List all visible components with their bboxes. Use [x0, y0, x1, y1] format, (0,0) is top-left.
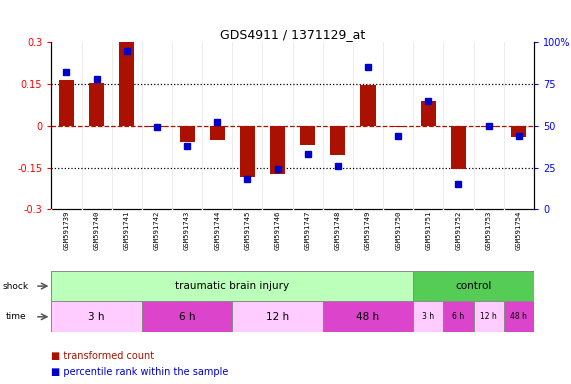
- Text: 48 h: 48 h: [356, 312, 380, 322]
- Text: GSM591749: GSM591749: [365, 211, 371, 250]
- Text: shock: shock: [3, 281, 29, 291]
- Text: time: time: [6, 312, 26, 321]
- Text: GSM591750: GSM591750: [395, 211, 401, 250]
- Bar: [331, 126, 345, 155]
- Bar: [51, 271, 413, 301]
- Text: GSM591743: GSM591743: [184, 211, 190, 250]
- Text: 6 h: 6 h: [179, 312, 195, 322]
- Text: ■ percentile rank within the sample: ■ percentile rank within the sample: [51, 367, 229, 377]
- Text: GSM591753: GSM591753: [486, 211, 492, 250]
- Bar: [413, 301, 444, 332]
- Bar: [51, 301, 142, 332]
- Text: GSM591747: GSM591747: [305, 211, 311, 250]
- Text: GSM591752: GSM591752: [456, 211, 461, 250]
- Text: 3 h: 3 h: [89, 312, 105, 322]
- Bar: [179, 126, 195, 142]
- Text: ■ transformed count: ■ transformed count: [51, 351, 155, 361]
- Bar: [300, 126, 315, 145]
- Bar: [391, 126, 406, 127]
- Title: GDS4911 / 1371129_at: GDS4911 / 1371129_at: [220, 28, 365, 41]
- Bar: [413, 271, 534, 301]
- Bar: [451, 126, 466, 169]
- Text: GSM591754: GSM591754: [516, 211, 522, 250]
- Bar: [210, 126, 225, 140]
- Text: GSM591745: GSM591745: [244, 211, 251, 250]
- Bar: [473, 301, 504, 332]
- Text: 12 h: 12 h: [480, 312, 497, 321]
- Text: 3 h: 3 h: [423, 312, 435, 321]
- Bar: [240, 126, 255, 177]
- Bar: [360, 85, 376, 126]
- Text: control: control: [456, 281, 492, 291]
- Bar: [89, 83, 104, 126]
- Bar: [511, 126, 526, 137]
- Text: GSM591741: GSM591741: [124, 211, 130, 250]
- Text: 6 h: 6 h: [452, 312, 465, 321]
- Bar: [323, 301, 413, 332]
- Bar: [270, 126, 285, 174]
- Text: GSM591740: GSM591740: [94, 211, 99, 250]
- Text: GSM591748: GSM591748: [335, 211, 341, 250]
- Bar: [59, 80, 74, 126]
- Bar: [481, 126, 496, 127]
- Bar: [119, 42, 134, 126]
- Bar: [150, 126, 164, 127]
- Bar: [232, 301, 323, 332]
- Text: GSM591751: GSM591751: [425, 211, 431, 250]
- Text: GSM591744: GSM591744: [214, 211, 220, 250]
- Text: GSM591739: GSM591739: [63, 211, 70, 250]
- Text: traumatic brain injury: traumatic brain injury: [175, 281, 289, 291]
- Bar: [504, 301, 534, 332]
- Text: GSM591742: GSM591742: [154, 211, 160, 250]
- Text: 48 h: 48 h: [510, 312, 527, 321]
- Bar: [142, 301, 232, 332]
- Text: 12 h: 12 h: [266, 312, 289, 322]
- Bar: [421, 101, 436, 126]
- Text: GSM591746: GSM591746: [275, 211, 280, 250]
- Bar: [444, 301, 473, 332]
